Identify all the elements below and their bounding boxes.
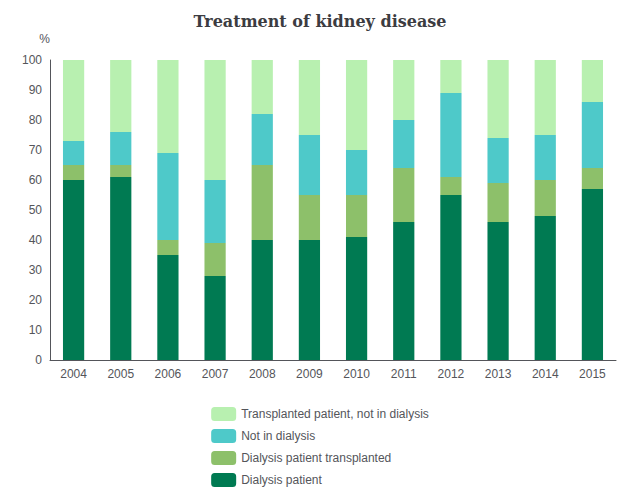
svg-text:40: 40 bbox=[29, 233, 43, 247]
svg-text:2015: 2015 bbox=[579, 367, 606, 381]
svg-text:2010: 2010 bbox=[343, 367, 370, 381]
svg-text:70: 70 bbox=[29, 143, 43, 157]
svg-text:2009: 2009 bbox=[296, 367, 323, 381]
svg-text:Dialysis patient transplanted: Dialysis patient transplanted bbox=[241, 451, 391, 465]
svg-text:80: 80 bbox=[29, 113, 43, 127]
svg-text:20: 20 bbox=[29, 293, 43, 307]
svg-text:2013: 2013 bbox=[485, 367, 512, 381]
svg-text:50: 50 bbox=[29, 203, 43, 217]
svg-text:60: 60 bbox=[29, 173, 43, 187]
svg-text:90: 90 bbox=[29, 83, 43, 97]
svg-text:100: 100 bbox=[22, 53, 42, 67]
svg-text:2007: 2007 bbox=[202, 367, 229, 381]
svg-text:0: 0 bbox=[35, 353, 42, 367]
svg-text:10: 10 bbox=[29, 323, 43, 337]
svg-text:Not in dialysis: Not in dialysis bbox=[241, 429, 315, 443]
svg-text:2011: 2011 bbox=[391, 367, 417, 381]
svg-text:2014: 2014 bbox=[532, 367, 559, 381]
svg-text:Treatment of kidney disease: Treatment of kidney disease bbox=[194, 12, 447, 31]
svg-text:30: 30 bbox=[29, 263, 43, 277]
svg-text:%: % bbox=[39, 32, 50, 46]
svg-text:2008: 2008 bbox=[249, 367, 276, 381]
svg-text:2005: 2005 bbox=[107, 367, 134, 381]
svg-text:2012: 2012 bbox=[438, 367, 465, 381]
svg-text:Transplanted patient, not in d: Transplanted patient, not in dialysis bbox=[241, 407, 429, 421]
svg-text:2004: 2004 bbox=[60, 367, 87, 381]
svg-text:Dialysis patient: Dialysis patient bbox=[241, 473, 322, 487]
svg-text:2006: 2006 bbox=[155, 367, 182, 381]
